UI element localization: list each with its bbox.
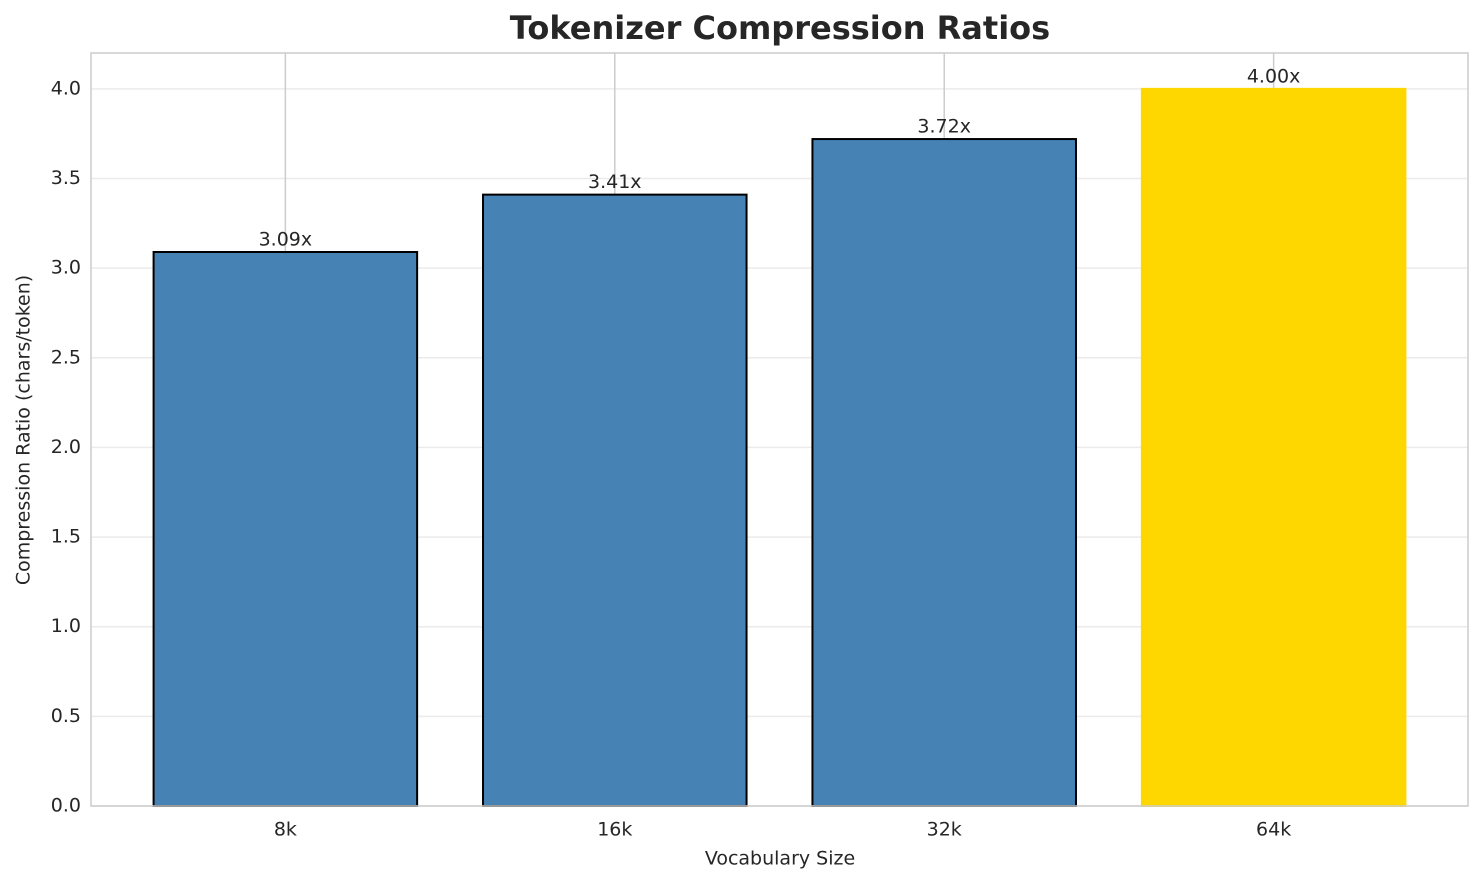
bar bbox=[482, 193, 748, 807]
bar bbox=[811, 138, 1077, 808]
value-label: 3.72x bbox=[917, 116, 971, 138]
y-axis-label: Compression Ratio (chars/token) bbox=[13, 275, 35, 585]
chart-title: Tokenizer Compression Ratios bbox=[510, 9, 1050, 47]
y-tick-label: 3.0 bbox=[51, 257, 81, 279]
x-tick-label: 16k bbox=[597, 819, 632, 841]
plot-frame bbox=[90, 52, 1469, 807]
x-tick-label: 8k bbox=[274, 819, 297, 841]
x-axis-label: Vocabulary Size bbox=[705, 848, 855, 870]
bar bbox=[1140, 87, 1407, 808]
y-tick-label: 2.0 bbox=[51, 436, 81, 458]
y-tick-label: 0.5 bbox=[51, 705, 81, 727]
value-label: 3.41x bbox=[588, 171, 642, 193]
y-tick-label: 4.0 bbox=[51, 77, 81, 99]
value-label: 3.09x bbox=[259, 229, 313, 251]
bar bbox=[152, 251, 419, 807]
x-tick-label: 64k bbox=[1256, 819, 1291, 841]
y-tick-label: 0.0 bbox=[51, 795, 81, 817]
y-tick-label: 1.5 bbox=[51, 526, 81, 548]
y-tick-label: 1.0 bbox=[51, 615, 81, 637]
value-label: 4.00x bbox=[1247, 65, 1301, 87]
y-tick-label: 2.5 bbox=[51, 346, 81, 368]
x-tick-label: 32k bbox=[927, 819, 962, 841]
y-tick-label: 3.5 bbox=[51, 167, 81, 189]
